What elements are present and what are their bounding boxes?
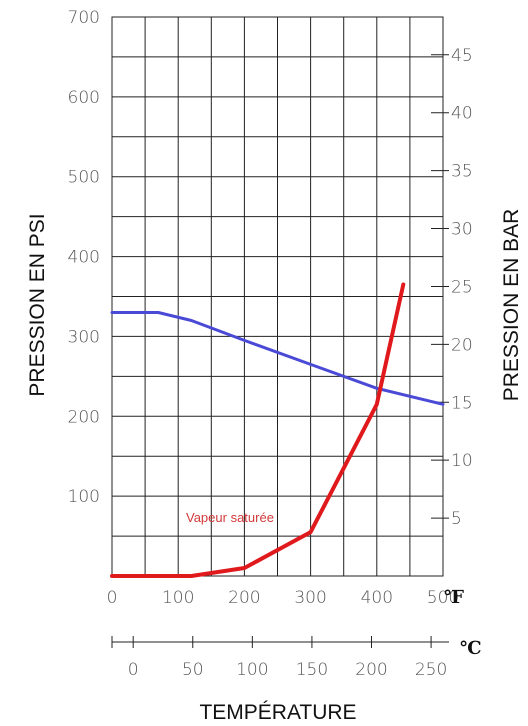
annotation-vapeur: Vapeur saturée bbox=[186, 510, 274, 525]
series-line-2 bbox=[110, 282, 406, 578]
y-tick-label-bar: 15 bbox=[451, 393, 473, 413]
x-axis-title: TEMPÉRATURE bbox=[199, 701, 356, 724]
y-tick-label-bar: 35 bbox=[451, 162, 473, 182]
y-tick-label-bar: 5 bbox=[451, 509, 462, 529]
x-tick-label-fahrenheit: 200 bbox=[228, 588, 260, 608]
x-tick-label-fahrenheit: 500 bbox=[427, 588, 459, 608]
x-tick-label-celsius: 100 bbox=[236, 660, 268, 680]
unit-fahrenheit: ℉ bbox=[444, 587, 464, 608]
series-layer bbox=[110, 282, 445, 578]
y-tick-label-psi: 200 bbox=[68, 407, 100, 427]
x-tick-label-fahrenheit: 0 bbox=[107, 588, 118, 608]
x-tick-label-fahrenheit: 400 bbox=[361, 588, 393, 608]
y-tick-label-psi: 600 bbox=[68, 88, 100, 108]
y-tick-label-bar: 45 bbox=[451, 46, 473, 66]
y-tick-label-bar: 20 bbox=[451, 335, 473, 355]
x-tick-label-fahrenheit: 100 bbox=[162, 588, 194, 608]
y-tick-label-bar: 25 bbox=[451, 277, 473, 297]
y-tick-label-psi: 400 bbox=[68, 248, 100, 268]
y-axis-left-title: PRESSION EN PSI bbox=[26, 213, 49, 396]
series-line-1 bbox=[110, 311, 445, 406]
y-tick-label-bar: 10 bbox=[451, 451, 473, 471]
y-axis-right-title: PRESSION EN BAR bbox=[500, 209, 523, 402]
y-tick-label-psi: 100 bbox=[68, 487, 100, 507]
x-tick-label-celsius: 50 bbox=[182, 660, 204, 680]
x-tick-label-celsius: 150 bbox=[296, 660, 328, 680]
x-tick-label-fahrenheit: 300 bbox=[294, 588, 326, 608]
y-tick-label-bar: 40 bbox=[451, 104, 473, 124]
y-tick-label-psi: 500 bbox=[68, 168, 100, 188]
grid bbox=[111, 16, 449, 648]
x-tick-label-celsius: 0 bbox=[128, 660, 139, 680]
y-tick-label-psi: 700 bbox=[68, 8, 100, 28]
unit-celsius: ℃ bbox=[460, 638, 482, 659]
x-tick-label-celsius: 200 bbox=[355, 660, 387, 680]
y-tick-label-psi: 300 bbox=[68, 327, 100, 347]
x-tick-label-celsius: 250 bbox=[415, 660, 447, 680]
y-tick-label-bar: 30 bbox=[451, 220, 473, 240]
